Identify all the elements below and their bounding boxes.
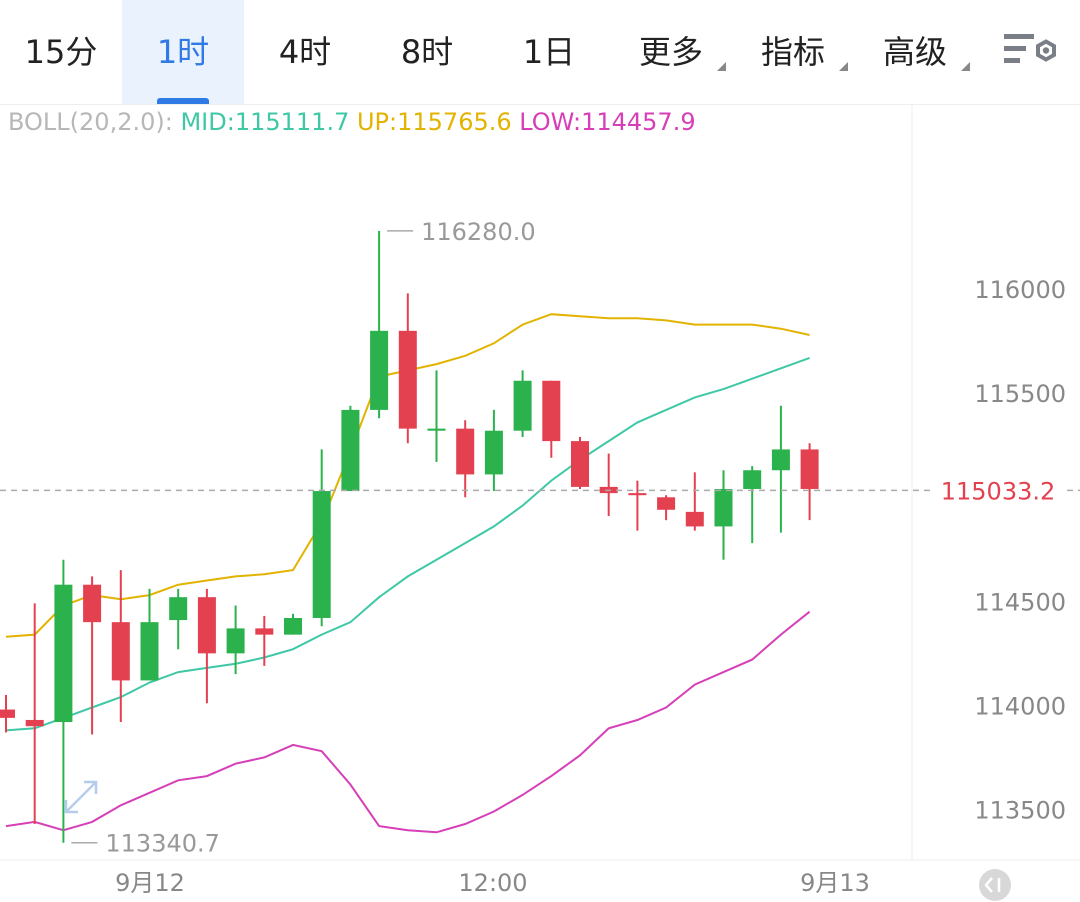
candle-body — [83, 584, 102, 623]
tab-3[interactable]: 8时 — [366, 0, 488, 104]
candle-body — [456, 428, 475, 475]
candle-body — [312, 491, 331, 618]
candle-body — [255, 628, 274, 635]
min-price-label: 113340.7 — [105, 830, 220, 858]
y-tick-label: 115500 — [974, 380, 1066, 408]
expand-chart-icon[interactable] — [64, 780, 98, 814]
boll-low-line — [5, 610, 811, 834]
candle-body — [284, 617, 302, 635]
boll-legend: BOLL(20,2.0): MID:115111.7 UP:115765.6 L… — [8, 108, 696, 136]
candle-body — [0, 709, 15, 718]
active-tab-indicator — [157, 98, 209, 104]
candle-body — [341, 409, 360, 492]
tab-2[interactable]: 4时 — [244, 0, 366, 104]
y-tick-label: 114500 — [974, 588, 1066, 616]
candle-body — [714, 488, 733, 527]
candle-body — [226, 628, 245, 654]
candle-body — [542, 380, 561, 442]
candle-body — [169, 597, 188, 621]
tab-label: 1日 — [522, 33, 576, 71]
tab-label: 指标 — [760, 33, 825, 71]
dropdown-caret-icon — [961, 62, 970, 71]
boll-low-value: LOW:114457.9 — [519, 108, 696, 136]
tab-label: 高级 — [882, 33, 947, 71]
tab-label: 15分 — [24, 33, 98, 71]
boll-mid-line — [5, 356, 810, 732]
x-tick-label: 9月12 — [115, 869, 185, 897]
max-price-label: 116280.0 — [421, 218, 536, 246]
candle-body — [398, 330, 417, 429]
candle-body — [800, 449, 819, 489]
boll-mid-value: MID:115111.7 — [180, 108, 350, 136]
candle-body — [657, 497, 676, 510]
tab-4[interactable]: 1日 — [488, 0, 610, 104]
tab-6[interactable]: 指标 — [732, 0, 854, 104]
last-price-label-bg — [932, 472, 1064, 509]
tab-label: 更多 — [638, 33, 703, 71]
candle-body — [25, 719, 44, 727]
dropdown-caret-icon — [839, 62, 848, 71]
boll-up-value: UP:115765.6 — [356, 108, 512, 136]
boll-indicator-name: BOLL(20,2.0): — [8, 108, 173, 136]
candle-body — [111, 622, 130, 681]
scroll-to-start-button[interactable] — [979, 869, 1011, 901]
tab-label: 8时 — [400, 33, 454, 71]
x-tick-label: 12:00 — [458, 869, 527, 897]
chart-settings-button[interactable] — [1000, 30, 1056, 76]
candle-body — [484, 430, 503, 475]
tab-5[interactable]: 更多 — [610, 0, 732, 104]
y-tick-label: 113500 — [974, 796, 1066, 824]
y-tick-label: 116000 — [974, 276, 1066, 304]
candle-body — [571, 441, 589, 487]
candle-body — [140, 622, 159, 681]
interval-tab-bar: 15分 1时 4时 8时 1日 更多 指标 高级 — [0, 0, 1080, 105]
y-tick-label: 114000 — [974, 692, 1066, 720]
last-price-label: 115033.2 — [941, 477, 1056, 505]
double-left-arrow-icon — [984, 877, 993, 893]
candle-body — [197, 597, 216, 654]
candle-body — [743, 470, 762, 489]
tab-label: 4时 — [278, 33, 332, 71]
candle-body — [771, 449, 790, 471]
tab-1[interactable]: 1时 — [122, 0, 244, 104]
tab-7[interactable]: 高级 — [854, 0, 976, 104]
candle-body — [370, 330, 389, 410]
tab-label: 1时 — [156, 33, 210, 71]
candle-body — [54, 584, 73, 723]
chart-settings-icon — [1004, 34, 1056, 63]
tab-0[interactable]: 15分 — [0, 0, 122, 104]
x-tick-label: 9月13 — [800, 869, 870, 897]
candle-body — [513, 380, 532, 431]
candle-body — [685, 511, 704, 527]
candle-body — [427, 428, 446, 431]
dropdown-caret-icon — [717, 62, 726, 71]
candle-body — [628, 493, 647, 496]
